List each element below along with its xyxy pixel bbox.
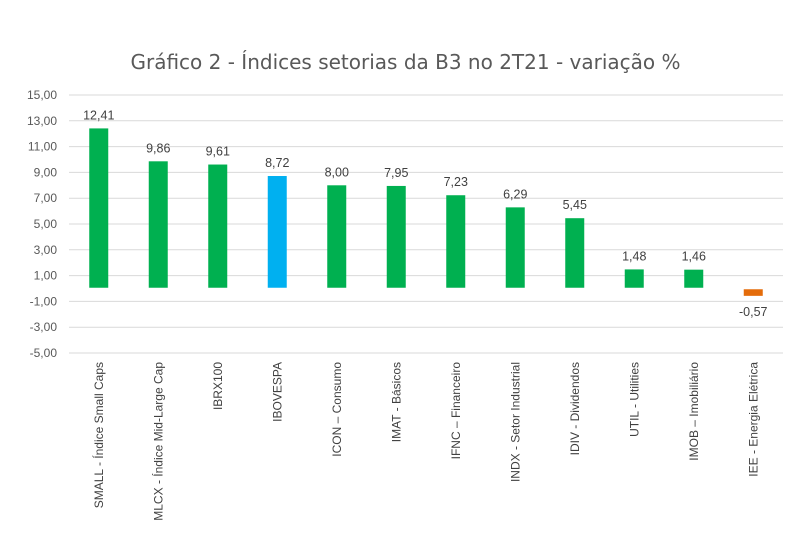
bar [89, 128, 109, 289]
bars [69, 128, 783, 296]
category-labels: SMALL - Índice Small Caps MLCX - Índice M… [91, 362, 761, 521]
y-tick-label: -1,00 [30, 294, 58, 308]
bar [386, 185, 406, 289]
y-tick-label: 5,00 [34, 217, 58, 231]
category-label: IDIV - Dividendos [568, 362, 582, 455]
bar [505, 207, 525, 289]
data-label: 8,00 [325, 165, 349, 179]
y-tick-label: 13,00 [27, 114, 57, 128]
category-label: IBOVESPA [270, 362, 284, 422]
y-tick-label: 11,00 [28, 140, 57, 154]
bar [148, 161, 168, 289]
data-label: 6,29 [503, 187, 527, 201]
bar [624, 269, 644, 289]
y-tick-label: -3,00 [30, 320, 58, 334]
category-label: SMALL - Índice Small Caps [91, 362, 106, 508]
y-tick-label: 15,00 [27, 88, 57, 102]
bar [327, 185, 347, 289]
category-label: IBRX100 [211, 362, 225, 410]
data-label: 7,95 [384, 166, 408, 180]
bar [267, 176, 287, 289]
y-tick-label: 1,00 [34, 269, 58, 283]
category-label: MLCX - Índice Mid-Large Cap [150, 362, 165, 521]
y-tick-label: 9,00 [34, 165, 58, 179]
category-label: IMOB – Imobiliário [687, 362, 701, 461]
data-label: 7,23 [444, 175, 468, 189]
category-label: UTIL - Utilities [627, 362, 641, 437]
data-label: 9,86 [146, 141, 170, 155]
data-label: -0,57 [739, 305, 768, 319]
y-axis-ticks: 15,00 13,00 11,00 9,00 7,00 5,00 3,00 1,00 -1,00… [27, 88, 57, 360]
bar [743, 288, 763, 296]
y-tick-label: 3,00 [34, 243, 58, 257]
data-label: 1,48 [622, 249, 646, 263]
grid-lines [69, 94, 783, 354]
chart-title: Gráfico 2 - Índices setorias da B3 no 2T… [130, 50, 681, 74]
y-tick-label: 7,00 [34, 191, 58, 205]
category-label: INDX - Setor Industrial [508, 362, 522, 482]
data-label: 12,41 [83, 108, 114, 122]
y-tick-label: -5,00 [30, 346, 58, 360]
category-label: IMAT - Básicos [389, 362, 403, 442]
bar [208, 164, 228, 289]
category-label: IEE - Energia Elétrica [746, 362, 760, 477]
data-label: 9,61 [206, 145, 230, 159]
data-label: 8,72 [265, 156, 289, 170]
data-labels: 12,41 9,86 9,61 8,72 8,00 7,95 7,23 6,29 5,45 1,4… [83, 108, 767, 318]
bar [684, 269, 704, 289]
category-label: ICON – Consumo [330, 362, 344, 457]
bar [565, 218, 585, 289]
category-label: IFNC – Financeiro [449, 362, 463, 460]
data-label: 1,46 [682, 250, 706, 264]
data-label: 5,45 [563, 198, 587, 212]
bar [446, 195, 466, 289]
